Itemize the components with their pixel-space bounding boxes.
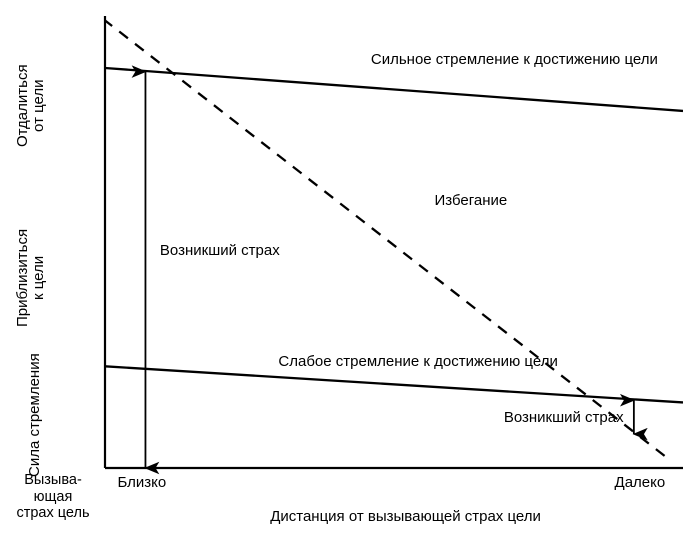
label-avoidance: Избегание [434,192,507,209]
x-origin-line: страх цель [7,505,99,522]
x-tick-label: Близко [117,474,166,491]
line-weak-approach [105,366,683,402]
line-avoidance [88,7,672,461]
x-axis-label: Дистанция от вызывающей страх цели [232,508,579,525]
x-origin-line: ющая [7,489,99,506]
x-origin-label: Вызыва-ющаястрах цель [7,472,99,522]
label-strong-approach: Сильное стремление к достижению цели [371,51,658,68]
label-weak-approach: Слабое стремление к достижению цели [278,353,557,370]
label-small-fear: Возникший страх [504,409,624,426]
x-tick-label: Далеко [615,474,666,491]
label-big-fear: Возникший страх [160,242,280,259]
y-section-label: Отдалитьсяот цели [15,65,47,148]
diagram-stage: Сила стремления Приблизитьсяк цели Отдалит… [0,0,700,536]
y-section-label: Сила стремления [27,353,43,477]
line-strong-approach [105,68,683,111]
plot-svg [0,0,700,536]
x-origin-line: Вызыва- [7,472,99,489]
y-section-label: Приблизитьсяк цели [15,229,47,327]
